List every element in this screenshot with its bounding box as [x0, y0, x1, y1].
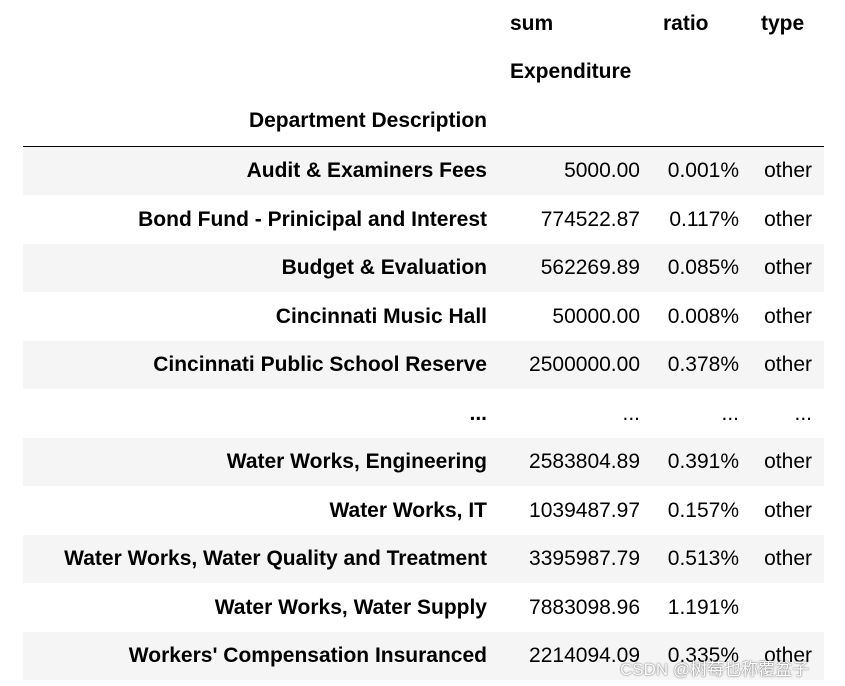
row-index: Workers' Compensation Insuranced [128, 644, 487, 667]
column-header: type [761, 12, 805, 35]
table-cell: 50000.00 [552, 304, 640, 328]
table-cell: ... [622, 401, 640, 425]
table-cell: 0.378% [667, 353, 739, 376]
table-cell: other [764, 256, 812, 279]
table-cell: other [764, 207, 812, 231]
table-cell: 2214094.09 [529, 644, 640, 667]
table-cell: ... [721, 401, 739, 425]
table-cell: 1.191% [667, 595, 739, 619]
table-cell: 0.117% [669, 207, 739, 231]
header-rule [23, 146, 824, 147]
row-stripe [23, 244, 824, 292]
row-index: Water Works, IT [329, 498, 487, 522]
row-index: Water Works, Water Quality and Treatment [64, 547, 487, 570]
row-stripe [23, 147, 824, 195]
table-cell: 0.008% [667, 304, 739, 328]
table-cell: 2500000.00 [529, 353, 640, 376]
table-cell: 0.157% [667, 498, 739, 522]
row-index: Audit & Examiners Fees [246, 159, 487, 182]
table-cell: other [764, 304, 812, 328]
column-header: sum Expenditure [510, 12, 632, 83]
table-cell: 5000.00 [564, 159, 640, 182]
row-index: Water Works, Engineering [226, 450, 487, 473]
table-cell: 774522.87 [540, 207, 640, 231]
table-cell: other [764, 159, 812, 182]
row-index: Water Works, Water Supply [214, 595, 487, 619]
row-stripe [23, 341, 824, 389]
table-cell: 562269.89 [540, 256, 640, 279]
table-cell: 7883098.96 [529, 595, 640, 619]
row-index: Cincinnati Public School Reserve [153, 353, 487, 376]
row-index: Bond Fund - Prinicipal and Interest [138, 207, 487, 231]
table-cell: other [764, 353, 812, 376]
table-cell: other [764, 498, 812, 522]
table-cell: 0.001% [667, 159, 739, 182]
table-cell: ... [794, 401, 812, 425]
table-cell: 0.391% [667, 450, 739, 473]
table-cell: other [764, 450, 812, 473]
row-stripe [23, 535, 824, 583]
table-cell: 0.085% [667, 256, 739, 279]
column-header: ratio [663, 12, 709, 35]
table-cell: 2583804.89 [529, 450, 640, 473]
table-cell: other [764, 644, 812, 667]
index-name: Department Description [248, 109, 487, 132]
watermark: CSDN @树莓也称覆盆子 [620, 660, 810, 679]
row-index: ... [469, 401, 487, 425]
table-cell: 3395987.79 [529, 547, 640, 570]
row-stripe [23, 438, 824, 486]
row-index: Cincinnati Music Hall [275, 304, 487, 328]
table-cell: 0.335% [667, 644, 739, 667]
table-cell: 1039487.97 [529, 498, 640, 522]
table-cell: other [764, 547, 812, 570]
table-cell: 0.513% [667, 547, 739, 570]
row-stripe [23, 632, 824, 680]
row-index: Budget & Evaluation [281, 256, 487, 279]
